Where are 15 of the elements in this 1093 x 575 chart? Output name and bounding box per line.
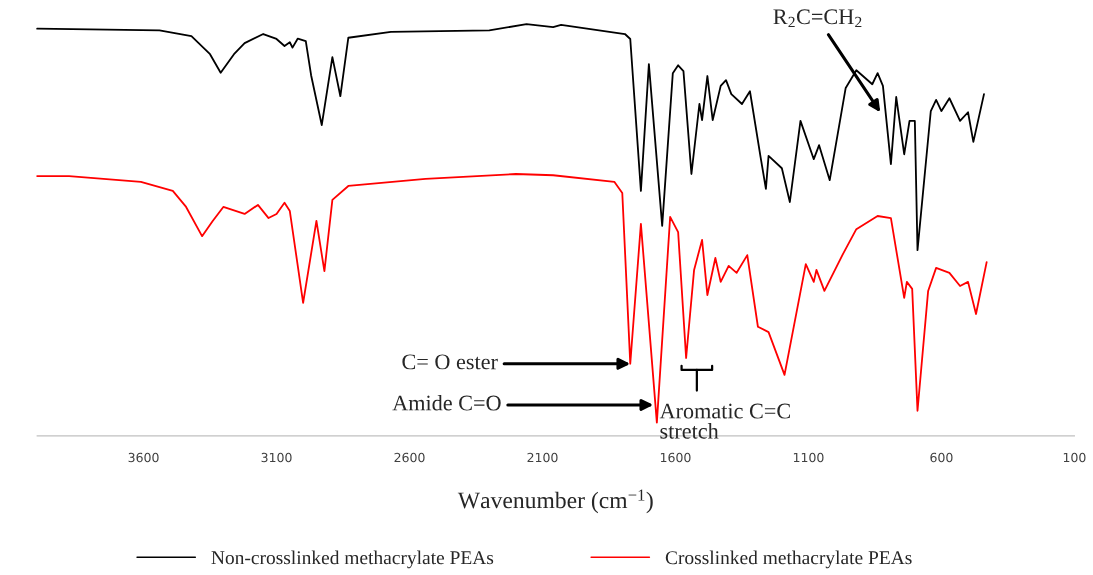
legend-label: Non-crosslinked methacrylate PEAs (211, 550, 494, 569)
x-axis-title: Wavenumber (cm$^{−1}$) (457, 489, 653, 514)
x-tick-label: 1600 (660, 452, 691, 463)
x-tick-label: 1100 (793, 452, 824, 463)
x-tick-label: 2100 (527, 452, 558, 463)
annotation: R$_{2}$C=CH$_{2}$ (773, 9, 862, 28)
annotation: Amide C=O (392, 394, 501, 411)
x-tick-label: 2600 (394, 452, 425, 463)
x-tick-label: 3600 (128, 452, 159, 463)
x-tick-label: 100 (1063, 452, 1086, 463)
annotation: Aromatic C=C stretch (659, 403, 790, 439)
x-tick-label: 3100 (261, 452, 292, 463)
legend-label: Crosslinked methacrylate PEAs (665, 550, 912, 569)
annotation: C= O ester (402, 354, 498, 370)
x-tick-label: 600 (930, 452, 953, 463)
